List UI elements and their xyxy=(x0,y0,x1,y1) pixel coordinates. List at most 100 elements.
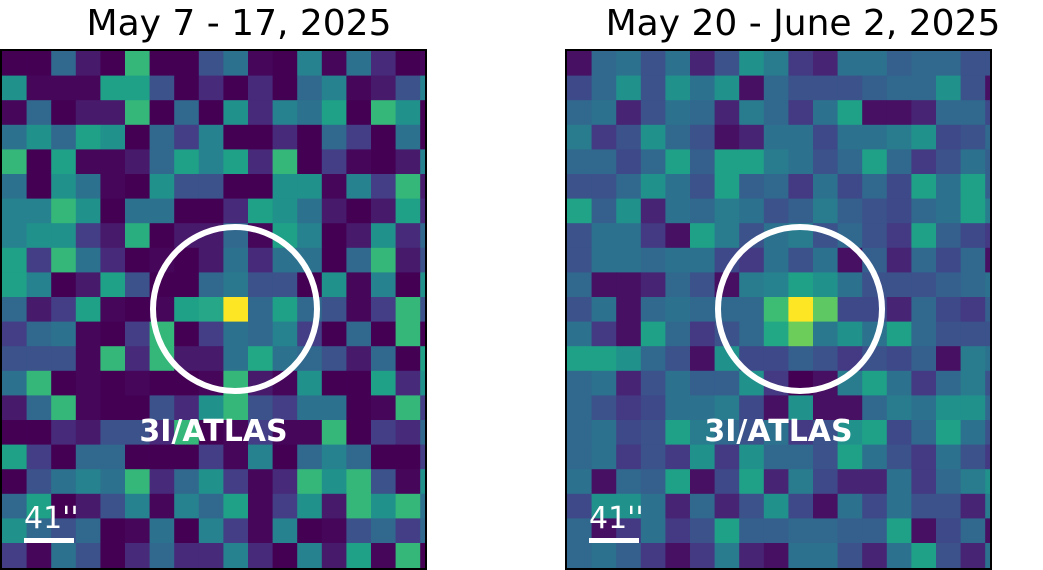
pixel-cell xyxy=(665,395,691,421)
pixel-cell xyxy=(321,395,347,421)
pixel-cell xyxy=(936,493,962,519)
pixel-cell xyxy=(813,321,839,347)
pixel-cell xyxy=(100,518,126,544)
pixel-cell xyxy=(125,444,151,470)
pixel-cell xyxy=(100,223,126,249)
pixel-cell xyxy=(346,174,372,200)
pixel-cell xyxy=(665,543,691,568)
pixel-cell xyxy=(26,444,52,470)
pixel-cell xyxy=(297,174,323,200)
pixel-cell xyxy=(837,543,863,568)
pixel-cell xyxy=(297,75,323,101)
pixel-cell xyxy=(640,75,666,101)
pixel-cell xyxy=(911,370,937,396)
pixel-cell xyxy=(125,247,151,273)
pixel-cell xyxy=(198,543,224,568)
target-label-right: 3I/ATLAS xyxy=(704,414,853,449)
pixel-cell xyxy=(420,297,425,323)
pixel-cell xyxy=(936,469,962,495)
pixel-cell xyxy=(395,518,421,544)
pixel-cell xyxy=(616,75,642,101)
pixel-cell xyxy=(272,518,298,544)
pixel-cell xyxy=(567,493,593,519)
pixel-cell xyxy=(567,346,593,372)
pixel-cell xyxy=(248,198,274,224)
pixel-cell xyxy=(223,543,249,568)
pixel-cell xyxy=(936,124,962,150)
pixel-cell xyxy=(739,51,765,77)
pixel-cell xyxy=(395,346,421,372)
pixel-cell xyxy=(51,198,77,224)
pixel-cell xyxy=(985,75,990,101)
pixel-cell xyxy=(51,444,77,470)
pixel-cell xyxy=(51,493,77,519)
pixel-cell xyxy=(739,124,765,150)
pixel-cell xyxy=(763,493,789,519)
pixel-cell xyxy=(665,346,691,372)
pixel-cell xyxy=(763,124,789,150)
pixel-cell xyxy=(886,346,912,372)
pixel-cell xyxy=(248,124,274,150)
pixel-cell xyxy=(420,124,425,150)
pixel-cell xyxy=(272,444,298,470)
pixel-cell xyxy=(321,469,347,495)
pixel-cell xyxy=(837,297,863,323)
pixel-cell xyxy=(591,75,617,101)
pixel-cell xyxy=(26,272,52,298)
pixel-cell xyxy=(763,321,789,347)
pixel-cell xyxy=(640,346,666,372)
pixel-cell xyxy=(125,370,151,396)
pixel-cell xyxy=(739,272,765,298)
pixel-cell xyxy=(616,420,642,446)
pixel-cell xyxy=(198,247,224,273)
pixel-cell xyxy=(174,51,200,77)
pixel-cell xyxy=(591,420,617,446)
pixel-cell xyxy=(911,272,937,298)
pixel-cell xyxy=(272,198,298,224)
pixel-cell xyxy=(321,75,347,101)
pixel-cell xyxy=(174,420,200,446)
pixel-cell xyxy=(395,321,421,347)
pixel-cell xyxy=(420,321,425,347)
pixel-cell xyxy=(985,297,990,323)
pixel-cell xyxy=(886,100,912,126)
pixel-cell xyxy=(911,321,937,347)
pixel-cell xyxy=(665,321,691,347)
pixel-cell xyxy=(985,395,990,421)
pixel-cell xyxy=(985,444,990,470)
pixel-cell xyxy=(395,223,421,249)
pixel-cell xyxy=(567,420,593,446)
pixel-cell xyxy=(960,272,986,298)
pixel-cell xyxy=(321,518,347,544)
pixel-cell xyxy=(714,198,740,224)
pixel-cell xyxy=(51,346,77,372)
pixel-cell xyxy=(985,272,990,298)
pixel-cell xyxy=(272,272,298,298)
pixel-cell xyxy=(960,420,986,446)
pixel-cell xyxy=(223,420,249,446)
pixel-cell xyxy=(788,124,814,150)
pixel-cell xyxy=(371,247,397,273)
pixel-cell xyxy=(100,346,126,372)
pixel-cell xyxy=(739,518,765,544)
pixel-cell xyxy=(346,247,372,273)
pixel-cell xyxy=(26,75,52,101)
pixel-cell xyxy=(223,395,249,421)
pixel-cell xyxy=(100,321,126,347)
pixel-cell xyxy=(100,444,126,470)
pixel-cell xyxy=(51,297,77,323)
pixel-cell xyxy=(100,395,126,421)
pixel-cell xyxy=(248,321,274,347)
pixel-cell xyxy=(248,149,274,175)
pixel-cell xyxy=(346,444,372,470)
pixel-cell xyxy=(960,198,986,224)
pixel-cell xyxy=(616,247,642,273)
pixel-cell xyxy=(149,543,175,568)
pixel-cell xyxy=(223,149,249,175)
pixel-cell xyxy=(321,297,347,323)
pixel-cell xyxy=(272,493,298,519)
pixel-cell xyxy=(51,51,77,77)
pixel-cell xyxy=(911,518,937,544)
pixel-cell xyxy=(346,346,372,372)
pixel-cell xyxy=(690,420,716,446)
